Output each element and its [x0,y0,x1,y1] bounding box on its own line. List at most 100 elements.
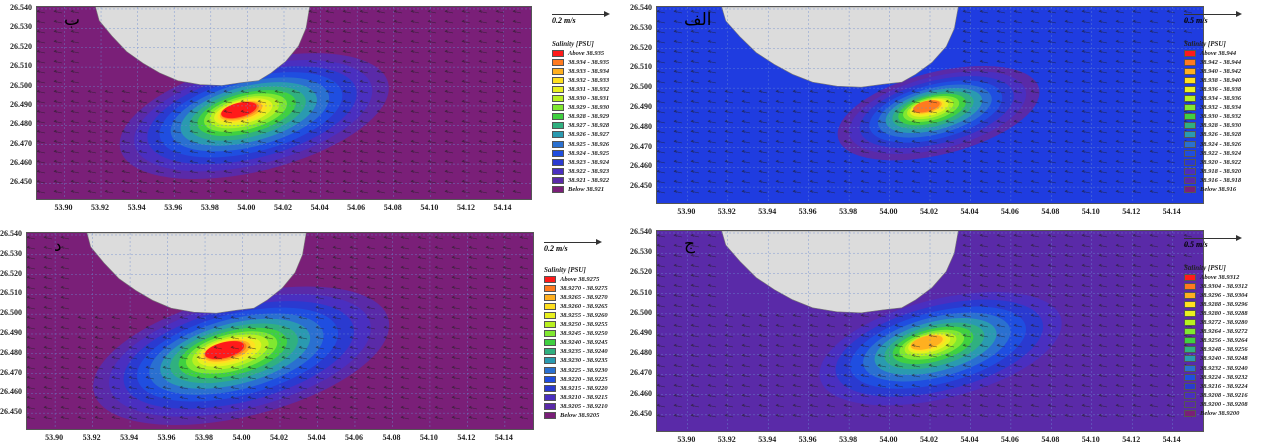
legend-swatch [552,158,564,166]
y-tick-label: 26.520 [10,41,32,51]
legend-swatch [1184,410,1196,417]
x-tick-label: 54.08 [1041,435,1060,444]
legend-entry: 38.928 - 38.929 [552,113,609,121]
grid-lines [27,233,533,429]
legend-label: Above 38.944 [1200,49,1237,57]
scale-arrow-head-icon [1236,11,1242,17]
plume-contour [204,341,245,360]
grid-lines [657,7,1203,203]
x-tick-label: 54.08 [1041,207,1060,216]
legend-label: Above 38.9275 [560,275,600,283]
legend-label: 38.922 - 38.924 [1200,149,1242,157]
y-tick-label: 26.500 [10,80,32,90]
legend-label: 38.9208 - 38.9216 [1200,391,1248,399]
legend-entry: 38.926 - 38.927 [552,131,609,139]
legend-entry: 38.9230 - 38.9235 [544,357,608,365]
y-tick-label: 26.540 [0,228,22,238]
legend-swatch [1184,382,1196,390]
legend-entry: 38.9248 - 38.9256 [1184,346,1248,354]
y-tick-label: 26.470 [10,138,32,148]
legend-swatch [1184,176,1196,184]
legend-label: 38.9205 - 38.9210 [560,402,608,410]
velocity-vectors [37,9,522,194]
x-tick-label: 53.96 [157,433,176,442]
x-tick-label: 54.06 [347,203,366,212]
y-tick-label: 26.500 [630,307,652,317]
y-tick-label: 26.530 [0,248,22,258]
x-tick-label: 54.10 [1081,207,1100,216]
legend-entry: 38.934 - 38.935 [552,58,609,66]
legend-swatch [1184,85,1196,93]
legend-swatch [544,311,556,319]
legend-entry: 38.9265 - 38.9270 [544,293,608,301]
x-tick-label: 54.12 [457,433,476,442]
legend-label: 38.923 - 38.924 [568,158,610,166]
plot-area [656,6,1204,204]
legend-label: 38.928 - 38.930 [1200,122,1242,130]
legend-title: Salinity [PSU] [552,40,594,48]
salinity-map [657,7,1203,203]
legend-label: 38.9230 - 38.9235 [560,357,608,365]
y-tick-label: 26.510 [630,62,652,72]
legend-entry: 38.922 - 38.923 [552,167,609,175]
legend-title: Salinity [PSU] [1184,264,1226,272]
legend-entry: Above 38.944 [1184,49,1236,57]
legend-swatch [1184,67,1196,75]
y-tick-label: 26.490 [630,101,652,111]
legend-entry: 38.938 - 38.940 [1184,76,1241,84]
x-tick-label: 54.12 [1122,435,1141,444]
legend-swatch [1184,364,1196,372]
legend-swatch [552,140,564,148]
salinity-plume [119,53,389,180]
x-tick-label: 54.14 [1162,207,1181,216]
y-tick-label: 26.480 [10,119,32,129]
y-tick-label: 26.530 [10,22,32,32]
legend-label: 38.932 - 38.933 [568,76,610,84]
legend-label: 38.9232 - 38.9240 [1200,364,1248,372]
legend-label: Below 38.9200 [1200,410,1240,417]
salinity-map [37,7,531,199]
legend-label: 38.918 - 38.920 [1200,167,1242,175]
x-tick-label: 53.94 [120,433,139,442]
legend-label: 38.9200 - 38.9208 [1200,400,1248,408]
legend-entry: 38.921 - 38.922 [552,176,609,184]
legend-label: 38.9210 - 38.9215 [560,393,608,401]
legend-label: 38.9280 - 38.9288 [1200,309,1248,317]
legend-swatch [1184,113,1196,121]
legend-entry: 38.9255 - 38.9260 [544,311,608,319]
scale-arrow [1184,14,1240,15]
y-tick-label: 26.490 [10,99,32,109]
legend-label: 38.9245 - 38.9250 [560,330,608,338]
x-tick-label: 53.96 [164,203,183,212]
y-tick-label: 26.460 [0,387,22,397]
legend-swatch [544,384,556,392]
legend-label: 38.929 - 38.930 [568,104,610,112]
x-tick-label: 53.90 [677,207,696,216]
legend-label: Below 38.916 [1200,186,1237,193]
legend-label: 38.931 - 38.932 [568,85,610,93]
grid-lines [37,7,531,199]
legend-label: 38.930 - 38.931 [568,95,610,102]
legend-label: 38.9260 - 38.9265 [560,302,608,310]
legend-entry: 38.9272 - 38.9280 [1184,319,1248,327]
scale-arrow-head-icon [596,239,602,245]
legend-label: 38.933 - 38.934 [568,67,610,75]
legend-swatch [1184,282,1196,290]
legend-label: 38.9288 - 38.9296 [1200,300,1248,308]
y-tick-label: 26.530 [630,247,652,257]
scale-arrow [1184,238,1240,239]
legend-entry: 38.9235 - 38.9240 [544,348,608,356]
legend-label: 38.9272 - 38.9280 [1200,319,1248,326]
legend-swatch [552,76,564,84]
legend-entry: 38.9280 - 38.9288 [1184,309,1248,317]
plot-area [36,6,532,200]
x-tick-label: 54.02 [920,207,938,216]
legend-swatch [1184,122,1196,130]
legend-entry: Below 38.921 [552,186,604,194]
legend-label: 38.9215 - 38.9220 [560,384,608,392]
legend-label: 38.938 - 38.940 [1200,76,1242,84]
x-tick-label: 54.14 [1162,435,1181,444]
legend-entry: 38.942 - 38.944 [1184,58,1241,66]
x-tick-label: 54.06 [1000,207,1019,216]
x-tick-label: 54.04 [960,435,979,444]
